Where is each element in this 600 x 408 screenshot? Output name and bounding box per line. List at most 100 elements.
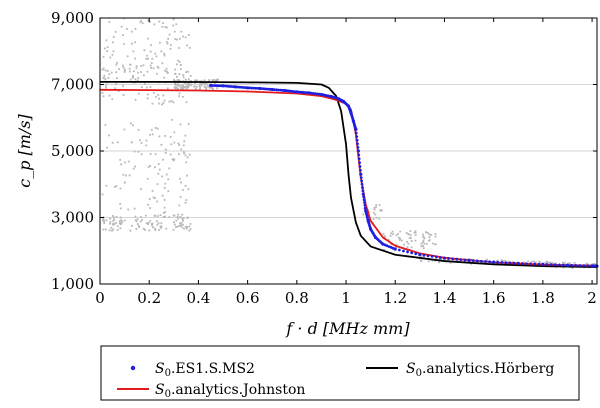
bg-point [374,213,377,216]
bg-point [172,18,175,21]
bg-point [173,80,176,82]
bg-point [149,86,152,89]
bg-point [407,242,410,245]
bg-point [119,207,122,210]
bg-point [203,83,206,85]
bg-point [397,236,400,239]
bg-point [146,70,149,73]
series-0 [209,83,599,268]
bg-point [430,233,433,236]
bg-point [134,78,137,81]
bg-point [103,74,106,77]
bg-point [181,95,184,98]
bg-point [206,84,209,87]
bg-point [427,232,430,235]
bg-point [122,34,124,37]
bg-point [157,172,160,175]
bg-point [104,124,107,126]
bg-point [422,245,425,247]
bg-point [532,260,535,263]
bg-point [211,87,214,89]
x-tick-label-3: 0.6 [236,289,260,307]
bg-point [148,198,151,200]
bg-point [168,33,171,36]
data-point-27 [442,256,447,260]
bg-point [164,151,167,154]
bg-point [148,229,151,232]
bg-point [122,173,125,176]
bg-point [174,72,177,75]
bg-point [182,88,185,91]
bg-point [145,86,148,89]
bg-point [149,220,152,223]
bg-point [554,262,557,265]
data-point-30 [516,261,520,265]
bg-point [165,173,168,176]
data-point-interp [582,264,586,268]
bg-point [413,231,416,234]
data-point-interp [414,252,418,256]
bg-point [113,218,116,221]
bg-point [165,227,168,230]
data-point-interp [262,87,266,91]
bg-point [132,167,135,170]
bg-point [110,226,113,229]
bg-point [196,79,199,82]
data-point-interp [358,161,361,165]
bg-point [113,223,116,225]
bg-point [145,144,148,147]
bg-point [162,94,165,97]
data-point-interp [488,260,491,264]
bg-point [151,222,154,225]
bg-point [119,216,122,219]
bg-point [408,237,411,240]
bg-point [162,212,165,214]
data-point-interp [426,254,430,258]
bg-point [184,201,187,204]
bg-point [406,246,409,249]
bg-point [141,22,144,25]
bg-point [473,260,476,263]
bg-point [156,65,159,68]
y-tick-label-4: 9,000 [51,9,94,27]
bg-point [173,214,176,217]
bg-point [111,98,114,101]
bg-point [449,261,452,264]
bg-point [181,87,184,90]
bg-point [145,57,148,60]
bg-point [147,57,149,60]
bg-point [135,67,138,70]
bg-point [154,227,157,230]
bg-point [160,50,163,53]
data-point-interp [227,84,231,88]
bg-point [108,229,111,232]
bg-point [134,27,137,30]
bg-point [149,50,152,53]
x-tick-label-10: 2 [587,289,597,307]
bg-point [185,199,188,201]
data-point-interp [447,257,450,260]
bg-point [395,243,398,246]
bg-point [138,224,140,227]
bg-point [504,259,506,262]
bg-point [210,87,213,89]
bg-point [177,142,180,145]
bg-point [104,78,107,81]
legend-label-hoerberg: S0.analytics.Hörberg [406,361,554,379]
data-point-interp [463,258,467,262]
bg-point [185,71,188,73]
data-point-interp [537,262,541,266]
bg-point [154,52,157,55]
data-point-interp [301,90,305,94]
bg-point [152,67,155,70]
bg-point [372,218,375,220]
bg-point [182,74,185,76]
y-axis-label: c_p [m/s] [15,113,34,187]
bg-point [164,215,167,218]
bg-point [438,261,440,264]
bg-point [112,222,115,225]
x-tick-label-0: 0 [95,289,105,307]
bg-point [132,70,135,73]
bg-point [103,220,106,223]
